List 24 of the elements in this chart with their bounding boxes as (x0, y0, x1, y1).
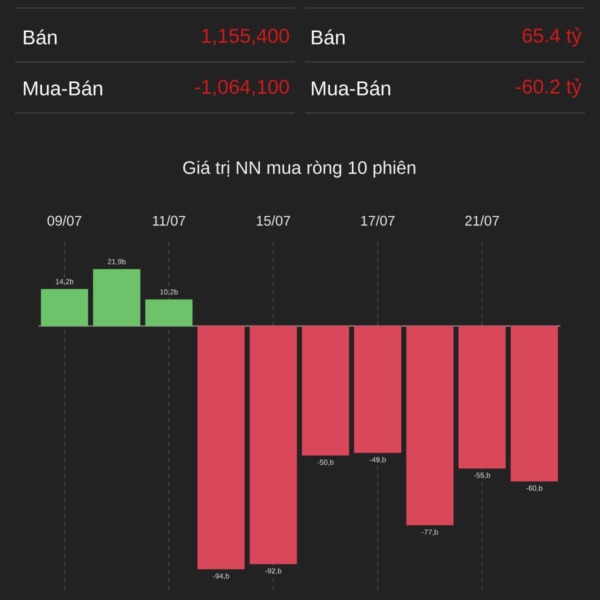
text: -60.2 tỷ (516, 78, 582, 98)
x-tick-label: 11/07 (152, 215, 186, 226)
text: Bán (24, 30, 57, 44)
text: Mua-Bán (312, 80, 390, 96)
text: -1,064,100 (194, 80, 289, 96)
bar (250, 326, 297, 564)
bar (406, 326, 454, 526)
bar (197, 326, 245, 570)
bar (458, 326, 506, 468)
bar (354, 326, 402, 453)
x-tick-label: 15/07 (256, 215, 290, 226)
x-tick-label: 17/07 (361, 215, 394, 226)
bar (93, 269, 140, 326)
bar (302, 326, 350, 456)
text: Mua-Bán (24, 80, 102, 96)
x-tick-label: 09/07 (48, 215, 82, 226)
bar (510, 326, 558, 482)
x-tick-label: 21/07 (465, 215, 499, 226)
chart-title: Giá trị NN mua ròng 10 phiên (183, 160, 416, 178)
text: 65.4 tỷ (522, 27, 582, 47)
bar (145, 299, 193, 326)
bar (40, 289, 88, 326)
text: Bán (312, 30, 345, 44)
text: 1,155,400 (202, 28, 289, 46)
